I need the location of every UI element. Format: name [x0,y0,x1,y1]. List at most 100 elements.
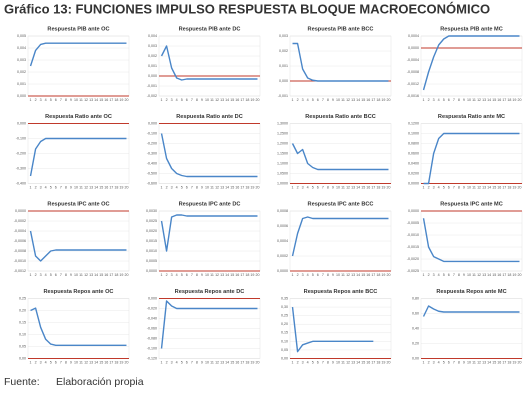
figure-title: Gráfico 13: FUNCIONES IMPULSO RESPUESTA … [4,1,490,16]
y-tick-label: 0,0020 [146,229,157,233]
x-tick-label: 16 [235,273,239,277]
x-tick-label: 15 [492,273,496,277]
x-tick-label: 14 [487,185,491,189]
x-tick-label: 4 [176,98,178,102]
x-tick-label: 15 [99,273,103,277]
x-tick-label: 1 [423,185,425,189]
x-tick-label: 4 [45,273,47,277]
x-tick-label: 14 [356,98,360,102]
x-tick-label: 4 [45,185,47,189]
x-tick-label: 4 [176,360,178,364]
y-tick-label: 0,004 [17,46,26,50]
series-line [291,306,374,353]
x-tick-label: 20 [124,185,128,189]
x-tick-label: 4 [307,185,309,189]
x-tick-label: 18 [114,185,118,189]
x-tick-label: 7 [322,98,324,102]
x-tick-label: 12 [215,185,219,189]
x-tick-label: 15 [361,98,365,102]
x-tick-label: 10 [336,185,340,189]
x-tick-label: 12 [346,185,350,189]
y-tick-label: 0,000 [17,94,26,98]
y-tick-label: -0,0012 [14,269,26,273]
x-tick-label: 8 [196,273,198,277]
x-tick-label: 3 [302,185,304,189]
x-tick-label: 11 [341,360,345,364]
x-tick-label: 6 [448,98,450,102]
x-tick-label: 17 [240,98,244,102]
x-tick-label: 9 [463,273,465,277]
x-tick-label: 18 [245,98,249,102]
x-tick-label: 5 [50,98,52,102]
y-tick-label: -0,0004 [14,229,26,233]
x-tick-label: 13 [351,98,355,102]
x-tick-label: 2 [428,185,430,189]
y-tick-label: 0,0200 [408,171,419,175]
x-tick-label: 4 [176,273,178,277]
x-tick-label: 6 [186,273,188,277]
x-tick-label: 11 [79,360,83,364]
x-tick-label: 3 [171,360,173,364]
x-tick-label: 1 [161,185,163,189]
x-tick-label: 5 [181,273,183,277]
x-tick-label: 15 [230,98,234,102]
x-tick-label: 18 [507,360,511,364]
x-tick-label: 15 [230,185,234,189]
x-tick-label: 6 [448,273,450,277]
x-tick-label: 8 [196,98,198,102]
x-tick-label: 19 [512,360,516,364]
y-tick-label: 0,0025 [146,219,157,223]
x-tick-label: 17 [109,98,113,102]
x-tick-label: 13 [89,273,93,277]
y-tick-label: 1,0000 [277,181,288,185]
x-tick-label: 12 [346,273,350,277]
x-tick-label: 17 [109,360,113,364]
x-tick-label: 19 [381,273,385,277]
x-tick-label: 15 [492,360,496,364]
x-tick-label: 19 [512,185,516,189]
panel-title: Respuesta PIB ante OC [47,26,109,32]
y-tick-label: -0,080 [147,336,157,340]
y-tick-label: 0,05 [281,348,288,352]
x-tick-label: 14 [225,360,229,364]
panel-title: Respuesta IPC ante BCC [308,201,374,207]
x-tick-label: 9 [70,98,72,102]
y-tick-label: 0,003 [17,58,26,62]
y-tick-label: 0,0400 [408,161,419,165]
x-tick-label: 13 [220,185,224,189]
x-tick-label: 3 [433,360,435,364]
x-tick-label: 1 [161,98,163,102]
x-tick-label: 2 [428,98,430,102]
y-tick-label: 0,0005 [146,259,157,263]
x-tick-label: 10 [74,273,78,277]
x-tick-label: 1 [292,98,294,102]
x-tick-label: 1 [30,98,32,102]
y-tick-label: 1,2500 [277,131,288,135]
x-tick-label: 10 [467,185,471,189]
x-tick-label: 9 [463,360,465,364]
y-tick-label: -0,500 [147,171,157,175]
x-tick-label: 10 [205,273,209,277]
y-tick-label: 0,0800 [408,141,419,145]
y-tick-label: -0,100 [147,346,157,350]
y-tick-label: 0,0000 [408,181,419,185]
x-tick-label: 6 [55,273,57,277]
x-tick-label: 14 [356,185,360,189]
x-tick-label: 5 [443,98,445,102]
x-tick-label: 17 [371,185,375,189]
x-tick-label: 10 [336,273,340,277]
x-tick-label: 3 [40,98,42,102]
x-tick-label: 7 [453,360,455,364]
x-tick-label: 7 [60,360,62,364]
x-tick-label: 20 [517,360,521,364]
x-tick-label: 8 [65,185,67,189]
x-tick-label: 6 [317,185,319,189]
plot-frame [289,298,392,359]
x-tick-label: 13 [351,273,355,277]
x-tick-label: 14 [225,273,229,277]
x-tick-label: 1 [30,185,32,189]
y-tick-label: 0,0000 [277,269,288,273]
x-tick-label: 7 [322,185,324,189]
x-tick-label: 11 [79,98,83,102]
x-tick-label: 8 [327,98,329,102]
